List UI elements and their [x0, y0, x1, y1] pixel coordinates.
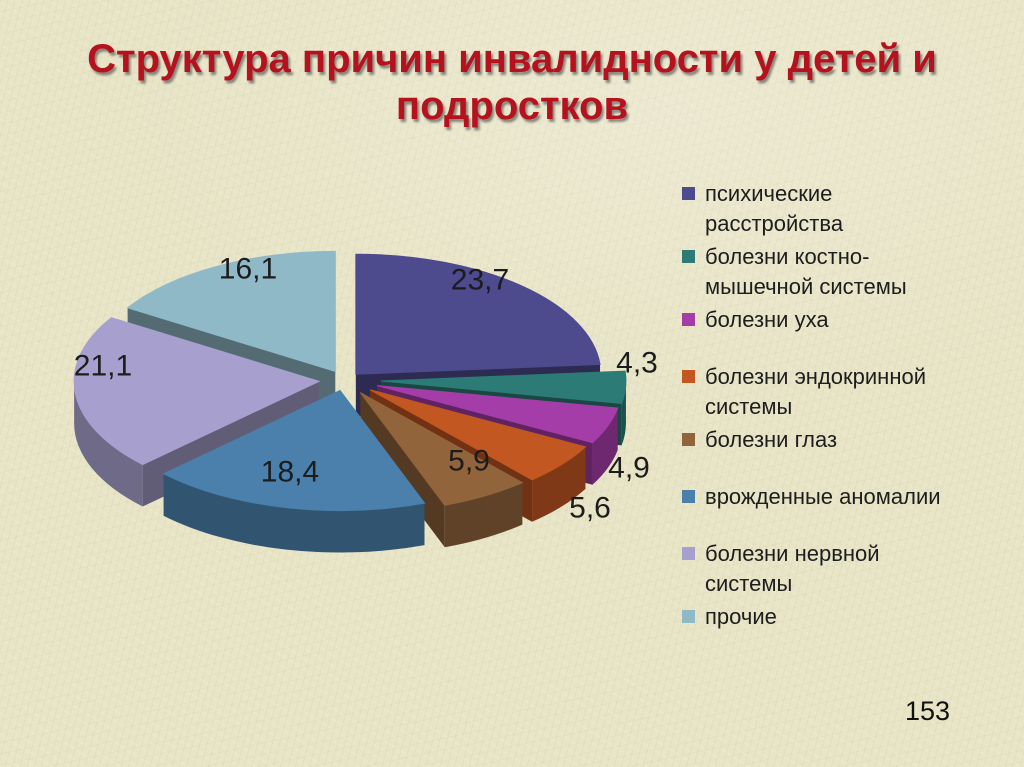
legend-color-swatch-icon: [682, 433, 695, 446]
slice-value-label: 4,3: [616, 347, 658, 380]
legend-label-line: врожденные аномалии: [705, 484, 941, 509]
pie-slice-wall: [74, 381, 143, 507]
legend-label: врожденные аномалии: [705, 482, 941, 512]
legend-label-line: системы: [705, 394, 793, 419]
slice-value-label: 21,1: [74, 350, 132, 383]
pie-slice: [73, 317, 321, 466]
legend-item: болезни нервной системы: [682, 539, 1012, 599]
legend-label: болезни костно-мышечной системы: [705, 242, 907, 302]
legend-color-swatch-icon: [682, 490, 695, 503]
pie-slice-wall: [444, 482, 523, 548]
legend-color-swatch-icon: [682, 187, 695, 200]
legend-item: болезни уха: [682, 305, 1012, 335]
legend-label-line: расстройства: [705, 211, 844, 236]
pie-chart-area: 23,7 4,3 4,9 5,6 5,9 18,4 21,1 16,1: [40, 235, 680, 565]
slide-title: Структура причин инвалидности у детей и …: [87, 37, 937, 129]
legend-label-line: болезни глаз: [705, 427, 838, 452]
legend-label-line: мышечной системы: [705, 274, 907, 299]
legend-item: болезни костно-мышечной системы: [682, 242, 1012, 302]
legend-label-line: болезни эндокринной: [705, 364, 926, 389]
legend-label: болезни уха: [705, 305, 829, 335]
pie-slice: [359, 392, 524, 506]
legend-item: болезни эндокринной системы: [682, 362, 1012, 422]
pie-slice-wall: [621, 380, 626, 446]
slide-page-number: 153: [904, 696, 950, 726]
legend-color-swatch-icon: [682, 547, 695, 560]
legend-label: психические расстройства: [705, 179, 843, 239]
pie-slice: [126, 250, 336, 373]
slice-value-label: 5,6: [569, 492, 611, 525]
legend-item: врожденные аномалии: [682, 482, 1012, 512]
legend-label-line: системы: [705, 571, 793, 596]
legend-label-line: болезни нервной: [705, 541, 880, 566]
slice-value-label: 23,7: [451, 264, 509, 297]
pie-slice: [355, 253, 601, 375]
pie-slice-wall: [163, 473, 425, 553]
pie-slice-wall: [532, 446, 586, 522]
legend-item: болезни глаз: [682, 425, 1012, 455]
pie-slice: [162, 389, 426, 511]
pie-slice-wall: [592, 408, 618, 485]
legend-color-swatch-icon: [682, 313, 695, 326]
slice-value-label: 4,9: [608, 452, 650, 485]
pie-slice: [380, 370, 627, 404]
chart-legend: психические расстройства болезни костно-мы…: [682, 179, 1012, 635]
legend-label: прочие: [705, 602, 777, 632]
slice-value-label: 16,1: [219, 253, 277, 286]
legend-label: болезни эндокринной системы: [705, 362, 926, 422]
slice-value-label: 5,9: [448, 445, 490, 478]
slice-value-label: 18,4: [261, 456, 319, 489]
legend-label-line: психические: [705, 181, 833, 206]
legend-label-line: болезни уха: [705, 307, 829, 332]
pie-chart: 23,7 4,3 4,9 5,6 5,9 18,4 21,1 16,1: [73, 250, 658, 553]
pie-slice: [376, 385, 619, 444]
legend-color-swatch-icon: [682, 610, 695, 623]
legend-color-swatch-icon: [682, 250, 695, 263]
legend-label: болезни глаз: [705, 425, 837, 455]
legend-color-swatch-icon: [682, 370, 695, 383]
legend-item: прочие: [682, 602, 1012, 632]
legend-label-line: прочие: [705, 604, 777, 629]
legend-label: болезни нервной системы: [705, 539, 880, 599]
pie-slice: [369, 389, 587, 481]
legend-item: психические расстройства: [682, 179, 1012, 239]
legend-label-line: болезни костно-: [705, 244, 870, 269]
